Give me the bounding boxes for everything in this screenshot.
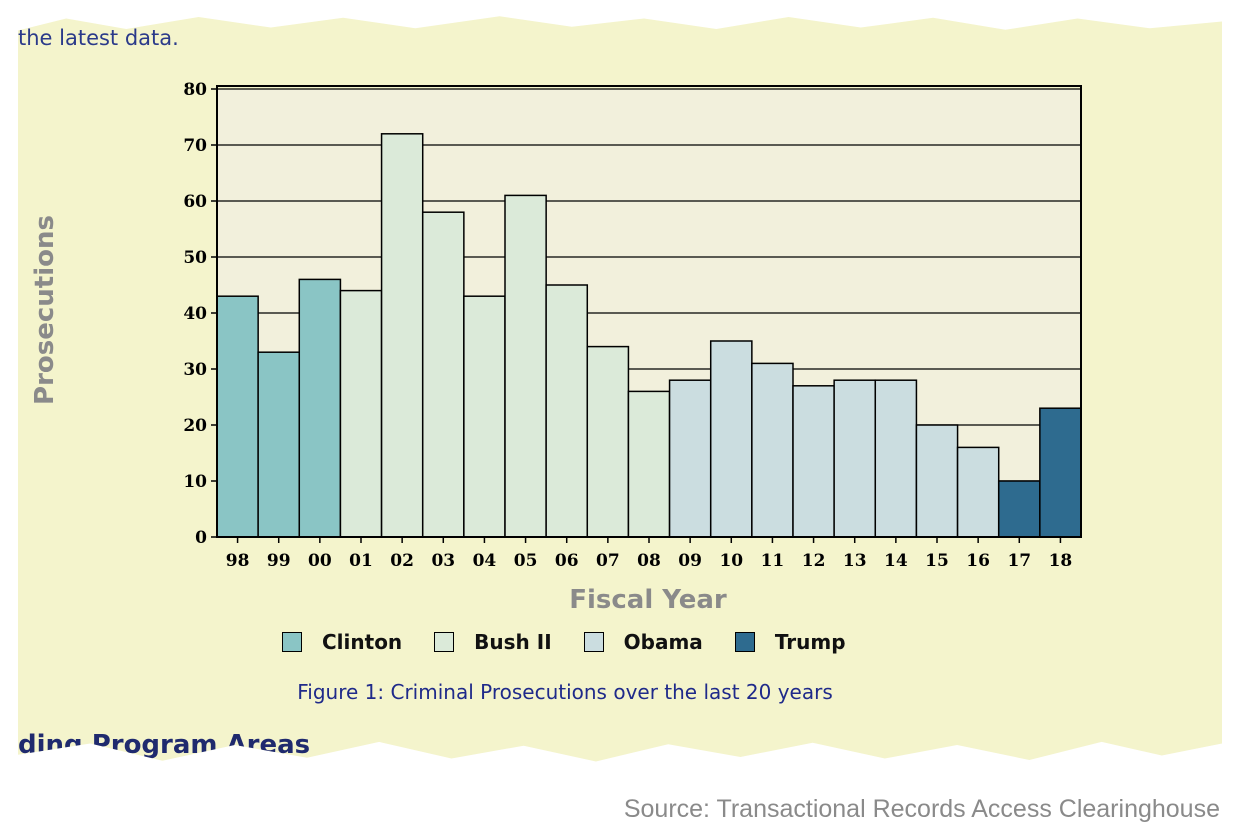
x-tick-label: 16 [966,551,990,571]
plot-frame [216,85,1082,538]
x-tick-label: 00 [308,551,332,571]
bar [709,340,753,538]
x-axis-label: Fiscal Year [569,585,727,615]
y-tick-label: 0 [195,528,207,548]
x-tick-label: 12 [802,551,826,571]
x-tick-label: 14 [884,551,908,571]
y-axis-label: Prosecutions [30,215,60,405]
x-tick-label: 99 [267,551,291,571]
legend-label: Bush II [474,630,552,654]
bar [792,385,835,538]
bar [339,289,383,538]
x-tick-label: 15 [925,551,949,571]
legend-item-trump: Trump [734,630,846,654]
x-tick-label: 17 [1007,551,1031,571]
legend-label: Obama [623,630,703,654]
bar [504,194,547,538]
legend-swatch [583,632,604,652]
y-tick-label: 40 [183,304,207,324]
x-tick-label: 98 [226,551,250,571]
x-tick-label: 09 [678,551,702,571]
x-tick-label: 11 [761,551,785,571]
bar [833,379,877,538]
bar [257,351,301,538]
x-tick-label: 04 [473,551,497,571]
y-tick-label: 80 [183,80,207,100]
x-tick-label: 10 [719,551,743,571]
legend-item-clinton: Clinton [282,630,402,654]
bar [463,295,506,538]
legend-item-obama: Obama [583,630,703,654]
figure-caption: Figure 1: Criminal Prosecutions over the… [297,680,833,704]
y-tick-label: 20 [183,416,207,436]
legend-item-bush: Bush II [434,630,552,654]
bar [586,345,630,538]
x-tick-label: 13 [843,551,867,571]
y-tick-label: 30 [183,360,207,380]
x-tick-label: 02 [390,551,414,571]
legend-swatch [434,632,455,652]
legend-label: Trump [774,630,846,654]
y-tick-label: 60 [183,192,207,212]
y-tick-label: 10 [183,472,207,492]
bar [545,284,589,538]
bar [874,379,918,538]
x-tick-label: 08 [637,551,661,571]
x-tick-label: 18 [1049,551,1073,571]
bar [668,379,712,538]
bar [421,211,465,538]
x-tick-label: 07 [596,551,620,571]
legend-label: Clinton [322,630,403,654]
bar [216,295,259,538]
bar [956,446,1000,538]
x-tick-label: 05 [514,551,538,571]
x-tick-label: 06 [555,551,579,571]
legend-swatch [282,632,302,652]
intro-text: the latest data. [18,26,179,50]
bar [751,362,794,538]
bar [380,133,424,538]
legend-swatch [734,632,755,652]
x-tick-label: 03 [431,551,455,571]
y-tick-label: 70 [183,136,207,156]
bar [997,480,1041,538]
y-tick-label: 50 [183,248,207,268]
x-tick-label: 01 [349,551,373,571]
source-credit: Source: Transactional Records Access Cle… [623,795,1220,823]
bar [298,278,342,538]
bar [1039,407,1082,538]
bar [627,390,671,538]
bar [915,424,959,538]
legend: Clinton Bush II Obama Trump [282,630,878,654]
